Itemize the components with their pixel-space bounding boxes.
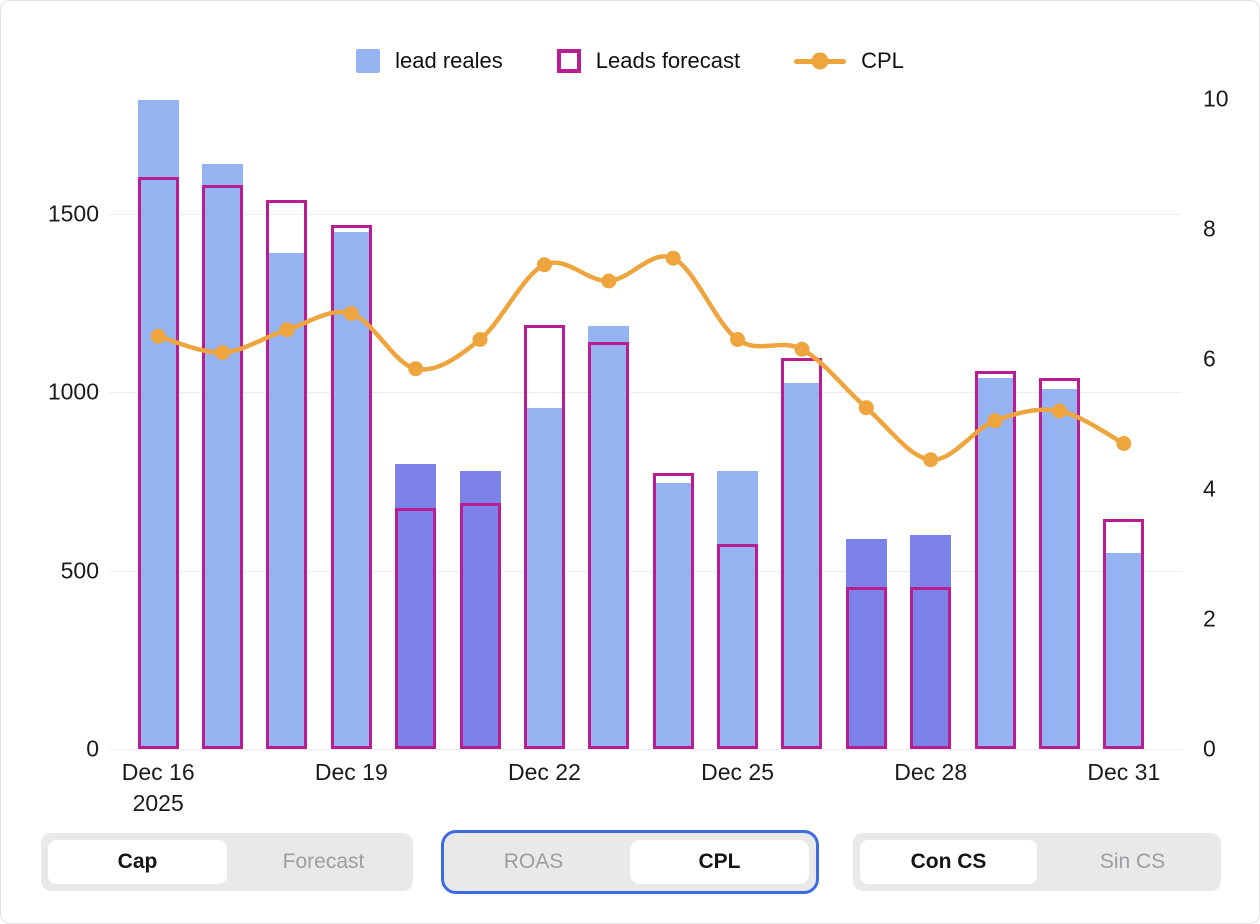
cpl-point-dec-23[interactable] [601, 273, 617, 289]
toggle-option-cap[interactable]: Cap [48, 840, 227, 884]
x-axis-label-dec-16: Dec 16 2025 [122, 757, 195, 819]
gridline-500 [109, 570, 1181, 572]
bar-leads-forecast-dec-21[interactable] [459, 502, 501, 749]
plot-area [109, 91, 1181, 750]
right-axis-tick-10: 10 [1203, 85, 1229, 112]
left-axis-tick-0: 0 [86, 735, 99, 762]
cpl-point-dec-25[interactable] [730, 332, 746, 347]
blue-square-icon [356, 49, 381, 73]
right-axis-tick-8: 8 [1203, 215, 1216, 242]
bar-lead-reales-dec-31[interactable] [1103, 552, 1145, 749]
x-axis-label-dec-31: Dec 31 [1087, 759, 1161, 785]
x-axis-label-dec-19: Dec 19 [314, 759, 388, 785]
bar-lead-reales-dec-21[interactable] [459, 470, 501, 749]
legend-label: CPL [861, 48, 904, 73]
x-axis-label-dec-22: Dec 22 [508, 759, 581, 785]
bar-leads-forecast-dec-31[interactable] [1103, 518, 1145, 749]
cpl-point-dec-28[interactable] [923, 452, 939, 468]
right-axis-tick-6: 6 [1203, 345, 1216, 372]
chart-legend: lead reales Leads forecast CPL [1, 39, 1259, 83]
bar-lead-reales-dec-25[interactable] [717, 470, 759, 749]
bar-leads-forecast-dec-26[interactable] [781, 358, 823, 749]
gridline-0 [109, 749, 1181, 750]
gridline-1500 [109, 214, 1181, 215]
cpl-point-dec-24[interactable] [665, 250, 681, 266]
toggle-option-forecast[interactable]: Forecast [282, 850, 365, 873]
legend-label: lead reales [395, 48, 503, 73]
left-axis-tick-500: 500 [60, 557, 99, 584]
bar-leads-forecast-dec-16[interactable] [137, 176, 179, 749]
toggle-option-sin-cs[interactable]: Sin CS [1099, 850, 1166, 873]
right-axis-tick-0: 0 [1203, 735, 1216, 762]
toggle-option-roas[interactable]: ROAS [503, 850, 564, 873]
cpl-point-dec-27[interactable] [858, 400, 874, 416]
legend-label: Leads forecast [595, 48, 741, 73]
toggle-option-cpl[interactable]: CPL [630, 840, 809, 884]
bar-lead-reales-dec-22[interactable] [523, 408, 565, 749]
x-axis-label-dec-28: Dec 28 [894, 759, 968, 785]
cpl-point-dec-31[interactable] [1116, 436, 1132, 451]
combo-chart: 0 500 1000 1500 0 2 4 6 8 10 Dec 16 2025 Dec 19 Dec 2… [1, 1, 1259, 821]
left-axis-tick-1000: 1000 [47, 378, 99, 405]
legend-item-cpl[interactable]: CPL [794, 48, 904, 74]
bar-lead-reales-dec-28[interactable] [910, 535, 952, 749]
x-axis-year-label: 2025 [132, 790, 184, 817]
toggle-group-con-sin-cs: Con CS Sin CS [853, 833, 1221, 891]
left-axis-tick-1500: 1500 [47, 200, 99, 227]
legend-item-lead-reales[interactable]: lead reales [356, 48, 503, 74]
bar-leads-forecast-dec-30[interactable] [1038, 378, 1080, 749]
right-axis-tick-2: 2 [1203, 605, 1216, 632]
orange-line-dot-icon [794, 58, 847, 64]
bar-lead-reales-dec-24[interactable] [652, 483, 694, 749]
right-axis-tick-4: 4 [1203, 475, 1216, 502]
bar-leads-forecast-dec-19[interactable] [330, 224, 372, 749]
cpl-point-dec-20[interactable] [408, 361, 424, 377]
bar-leads-forecast-dec-25[interactable] [717, 543, 759, 749]
bar-lead-reales-dec-27[interactable] [845, 538, 887, 749]
bar-leads-forecast-dec-29[interactable] [974, 370, 1016, 749]
bar-leads-forecast-dec-20[interactable] [395, 508, 437, 749]
toggle-group-roas-cpl: ROAS CPL [441, 830, 819, 894]
cpl-point-dec-21[interactable] [472, 332, 488, 347]
bar-leads-forecast-dec-17[interactable] [202, 185, 244, 749]
cpl-point-dec-26[interactable] [794, 341, 810, 357]
toggle-option-con-cs[interactable]: Con CS [860, 840, 1037, 884]
x-axis-label-dec-25: Dec 25 [701, 759, 774, 785]
bar-leads-forecast-dec-27[interactable] [845, 586, 887, 749]
toggle-group-cap-forecast: Cap Forecast [41, 833, 413, 891]
magenta-outline-square-icon [556, 49, 581, 73]
legend-item-leads-forecast[interactable]: Leads forecast [556, 48, 741, 74]
bar-leads-forecast-dec-22[interactable] [523, 324, 565, 749]
bar-leads-forecast-dec-28[interactable] [910, 586, 952, 749]
toggle-row: Cap Forecast ROAS CPL Con CS Sin CS [1, 830, 1259, 900]
bar-leads-forecast-dec-24[interactable] [652, 472, 694, 749]
bar-leads-forecast-dec-18[interactable] [266, 199, 308, 749]
bar-leads-forecast-dec-23[interactable] [588, 342, 630, 749]
cpl-point-dec-22[interactable] [536, 257, 552, 273]
